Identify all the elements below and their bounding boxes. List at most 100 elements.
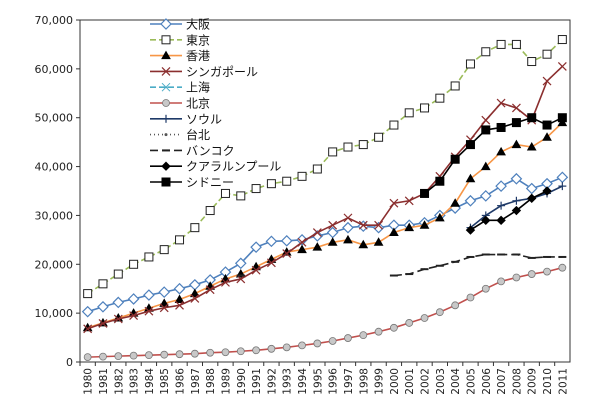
data-point-marker [481,125,491,135]
data-point-marker [81,305,94,318]
data-point-marker [312,164,322,174]
data-point-marker [527,270,536,278]
y-tick-label: 40,000 [35,161,74,174]
data-point-marker [526,142,537,151]
data-point-marker [173,282,186,295]
data-point-marker [297,244,307,254]
data-point-marker [497,277,505,286]
legend-label: ソウル [186,112,222,126]
data-point-marker [450,81,460,91]
data-point-marker [465,173,476,183]
data-point-marker [327,237,338,246]
data-point-marker [129,259,139,269]
data-point-marker [113,314,123,324]
data-point-marker [159,245,169,255]
x-tick-label: 2003 [435,368,447,395]
data-point-marker [160,350,169,359]
data-point-marker [389,120,399,130]
data-point-marker [358,220,368,230]
x-tick-label: 2000 [389,368,401,395]
data-point-marker [435,176,445,186]
data-point-marker [466,293,475,302]
data-point-marker [419,220,430,229]
x-tick-label: 2010 [542,368,554,395]
data-point-marker [328,220,338,230]
data-point-marker [525,182,538,195]
data-point-marker [189,288,200,298]
series-東京 [83,35,567,299]
x-tick-label: 1990 [236,368,248,395]
legend-entry: 香港 [150,49,210,63]
y-tick-label: 10,000 [35,307,74,320]
data-point-marker [374,220,384,230]
data-point-marker [220,188,230,198]
x-tick-label: 2008 [511,368,523,395]
data-point-marker [420,314,429,322]
data-point-marker [221,277,230,287]
data-point-marker [479,190,492,202]
data-point-marker [527,57,537,67]
data-point-marker [282,176,292,186]
data-point-marker [205,285,215,295]
y-axis: 0 10,000 20,000 30,000 40,000 50,000 60,000 70,… [35,14,80,369]
data-point-marker [328,147,338,157]
series-バンコク [236,253,567,277]
data-point-marker [144,252,154,262]
data-point-marker [112,296,125,309]
x-tick-label: 1981 [98,368,110,395]
data-point-marker [129,311,139,321]
data-point-marker [190,294,200,303]
data-point-marker [358,140,368,150]
data-point-marker [435,308,444,317]
data-point-marker [435,93,445,103]
data-point-marker [542,132,552,141]
y-tick-label: 20,000 [35,258,74,271]
x-tick-label: 1993 [282,368,294,395]
x-axis: 1980 1981 1982 1983 1984 1985 1986 1987 1988 1989… [79,362,569,395]
data-point-marker [98,318,108,328]
series-layer [81,35,569,362]
data-point-marker [236,191,246,201]
data-point-marker [359,331,368,340]
data-point-marker [99,352,107,361]
x-tick-label: 1984 [144,368,156,395]
data-point-marker [497,201,506,210]
legend-entry: 上海 [150,80,210,95]
data-point-marker [297,171,307,181]
data-point-marker [190,349,199,358]
data-point-marker [236,347,245,356]
data-point-marker [297,237,307,247]
data-point-marker [160,18,172,30]
y-tick-label: 50,000 [35,112,74,125]
data-point-marker [558,182,567,191]
data-point-marker [450,154,460,164]
data-point-marker [159,303,169,313]
data-point-marker [511,103,521,113]
data-point-marker [557,61,567,71]
data-point-marker [557,113,567,123]
data-point-marker [496,39,506,49]
data-point-marker [312,228,322,237]
data-point-marker [389,227,399,237]
data-point-marker [144,306,154,316]
data-point-marker [175,350,184,359]
data-point-marker [464,194,477,207]
data-point-marker [374,132,384,142]
data-point-marker [343,234,353,244]
data-point-marker [251,265,261,275]
data-point-marker [175,300,184,310]
data-point-marker [282,249,292,258]
x-tick-label: 1980 [83,368,95,395]
data-point-marker [511,139,522,149]
data-point-marker [129,351,138,360]
series-クアラルンプール [465,186,552,235]
legend-label: バンコク [186,144,235,158]
series-line [424,116,563,195]
data-point-marker [158,286,171,298]
data-point-marker [389,198,399,208]
data-point-marker [312,242,323,251]
data-point-marker [267,344,276,353]
data-point-marker [450,198,461,207]
data-point-marker [159,298,170,307]
data-point-marker [266,179,276,189]
